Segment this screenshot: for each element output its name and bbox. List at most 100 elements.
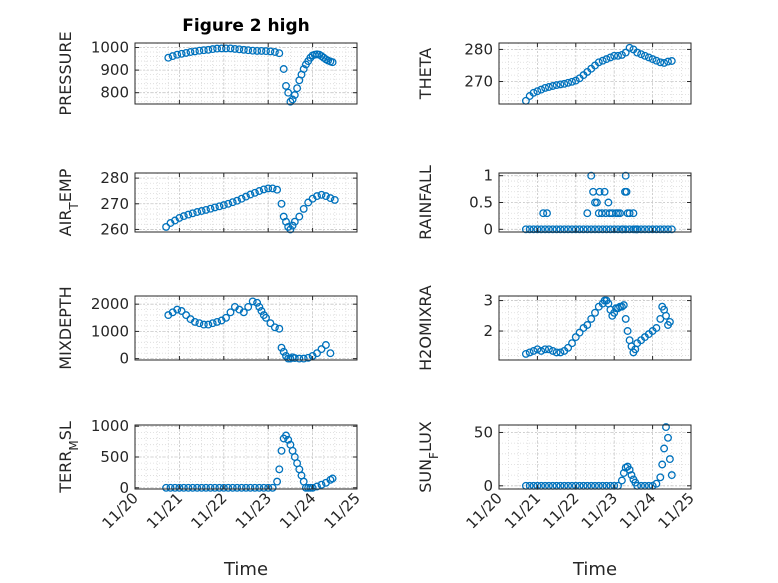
data-point — [616, 209, 624, 218]
data-point — [204, 320, 213, 329]
data-point — [321, 192, 330, 201]
data-point — [667, 471, 676, 480]
data-point — [217, 44, 226, 53]
data-point — [529, 346, 538, 355]
x-tick-label: 11/21 — [143, 489, 186, 532]
data-point — [197, 483, 206, 492]
data-point — [583, 225, 592, 234]
data-point — [617, 476, 626, 485]
subplot-4: 0 0.5 1 RAINFALL — [416, 165, 692, 240]
data-point — [328, 58, 337, 67]
data-point — [610, 225, 619, 234]
data-point — [286, 225, 295, 234]
data-point — [597, 209, 606, 218]
data-point — [246, 190, 255, 199]
data-point — [304, 198, 313, 207]
data-point — [525, 348, 534, 357]
data-point — [313, 192, 321, 201]
axes-box — [498, 295, 692, 361]
data-point — [213, 44, 222, 53]
data-point — [529, 88, 538, 97]
data-point — [525, 225, 534, 234]
y-tick-label: 500 — [100, 448, 129, 466]
data-point — [262, 47, 270, 56]
data-point — [184, 210, 193, 219]
data-point — [317, 190, 326, 199]
data-point — [591, 308, 599, 317]
data-point — [552, 225, 561, 234]
data-point — [568, 77, 576, 86]
x-tick-label: 11/23 — [232, 489, 275, 532]
data-point — [248, 46, 257, 55]
data-point — [266, 47, 275, 56]
data-point — [226, 44, 235, 53]
data-point — [326, 349, 335, 358]
y-tick-label: 50 — [474, 423, 493, 441]
data-point — [621, 225, 630, 234]
data-point — [266, 319, 275, 328]
data-point — [222, 313, 230, 322]
data-point — [173, 50, 182, 59]
data-point — [648, 55, 657, 64]
data-point — [246, 483, 255, 492]
data-point — [188, 209, 197, 218]
data-point — [182, 48, 191, 57]
y-tick-label: 270 — [464, 73, 493, 91]
data-point — [262, 313, 270, 322]
data-point — [537, 346, 546, 355]
data-point — [284, 222, 293, 231]
y-tick-label: 2 — [483, 322, 493, 340]
data-point — [224, 199, 233, 208]
data-point — [290, 217, 299, 226]
data-point — [529, 225, 538, 234]
data-point — [656, 473, 665, 482]
data-point — [317, 345, 326, 354]
axes-box — [134, 295, 358, 361]
data-point — [210, 483, 219, 492]
data-point — [622, 187, 631, 196]
x-tick-label: 11/24 — [616, 489, 659, 532]
y-axis-label: MIXDEPTH — [56, 286, 75, 369]
data-point — [594, 225, 603, 234]
data-point — [587, 314, 596, 323]
subplot-1: 800 900 1000 PRESSURE — [56, 31, 358, 116]
data-point — [195, 319, 204, 328]
data-point — [286, 97, 295, 106]
data-point — [197, 207, 206, 215]
data-point — [186, 48, 195, 56]
data-point — [242, 192, 250, 201]
data-point — [556, 80, 565, 89]
data-point — [171, 483, 179, 492]
data-point — [621, 314, 630, 323]
data-point — [295, 212, 304, 221]
data-point — [275, 324, 284, 333]
data-point — [560, 225, 569, 234]
data-point — [568, 339, 576, 348]
data-point — [195, 46, 204, 55]
y-axis-label: PRESSURE — [56, 31, 75, 115]
data-point — [255, 483, 264, 492]
subplot-3: 260 270 280 AIRTEMP — [56, 168, 358, 238]
data-point — [537, 85, 546, 94]
data-point — [259, 483, 268, 492]
data-point — [290, 354, 299, 363]
data-point — [665, 455, 674, 464]
axes-box — [498, 42, 692, 105]
data-point — [571, 225, 580, 234]
data-point — [664, 225, 672, 234]
data-point — [548, 82, 557, 90]
x-axis-label: Time — [223, 559, 268, 580]
data-point — [177, 307, 186, 315]
data-point — [250, 188, 259, 197]
y-tick-label: 280 — [464, 40, 493, 58]
data-point — [224, 483, 233, 492]
data-point — [277, 343, 286, 352]
data-point — [328, 474, 337, 483]
data-point — [239, 308, 248, 317]
y-tick-label: 0 — [483, 220, 493, 238]
data-point — [652, 56, 661, 65]
y-tick-label: 0 — [483, 477, 493, 495]
data-point — [199, 46, 208, 55]
data-point — [552, 348, 561, 357]
